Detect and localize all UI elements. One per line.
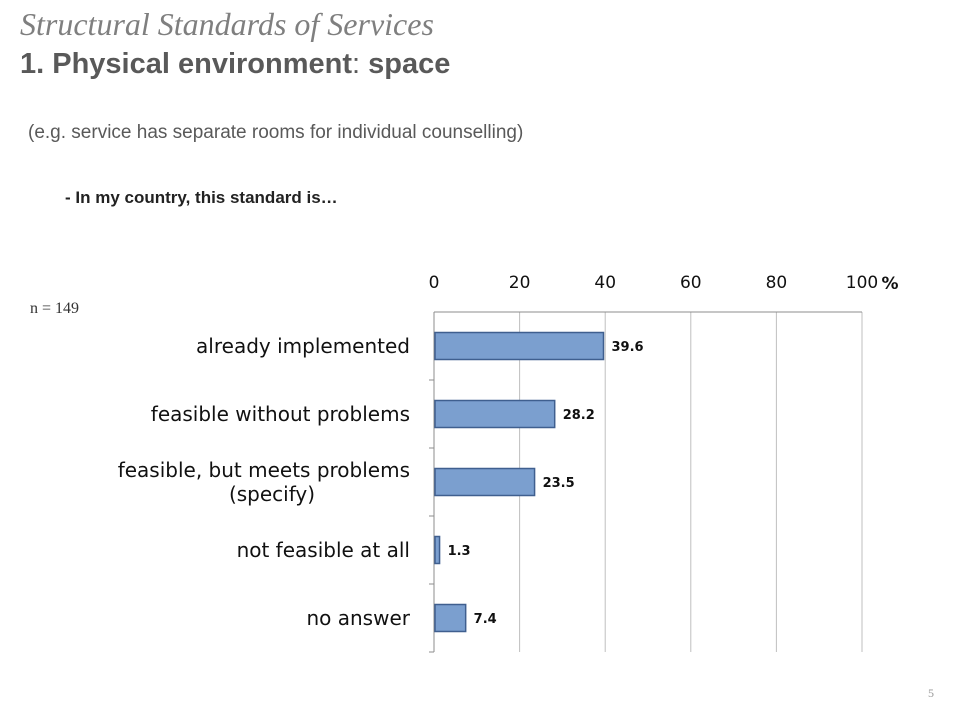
x-tick-label: 40: [594, 273, 616, 293]
data-label: 23.5: [543, 476, 575, 491]
category-label: feasible, but meets problems: [118, 458, 410, 482]
bar: [434, 603, 467, 633]
bar: [434, 331, 605, 361]
title-main-colon: :: [352, 48, 361, 80]
title-main-suffix: space: [360, 48, 451, 80]
title-main-prefix: 1. Physical environment: [20, 48, 353, 80]
x-tick-label: 60: [680, 273, 702, 293]
x-tick-label: 80: [766, 273, 788, 293]
question-text: - In my country, this standard is…: [65, 188, 338, 207]
page-number: 5: [928, 686, 934, 700]
category-label: (specify): [229, 482, 315, 506]
bar: [434, 535, 441, 565]
category-label: not feasible at all: [237, 538, 410, 562]
slide-title-italic: Structural Standards of Services: [20, 6, 434, 42]
bar: [434, 399, 556, 429]
category-label: feasible without problems: [151, 402, 410, 426]
data-label: 28.2: [563, 408, 595, 423]
x-axis-unit-label: %: [881, 274, 898, 294]
slide-subtitle: (e.g. service has separate rooms for ind…: [28, 122, 524, 143]
x-tick-label: 0: [429, 273, 440, 293]
category-label: already implemented: [196, 334, 410, 358]
category-label: no answer: [306, 606, 410, 630]
slide-title-main: 1. Physical environment: space: [20, 48, 450, 81]
data-label: 39.6: [611, 340, 643, 355]
x-tick-label: 20: [509, 273, 531, 293]
bar: [434, 467, 536, 497]
x-tick-label: 100: [846, 273, 878, 293]
data-label: 7.4: [474, 612, 497, 627]
sample-size-label: n = 149: [30, 300, 80, 317]
data-label: 1.3: [448, 544, 471, 559]
